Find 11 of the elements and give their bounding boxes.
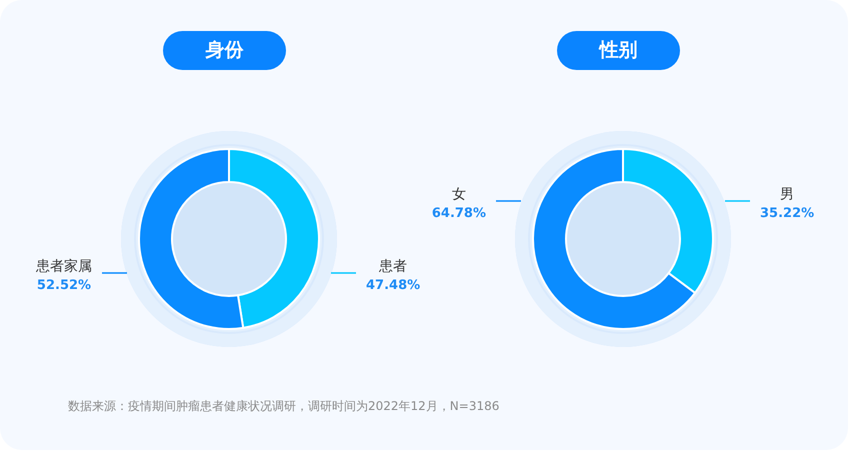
data-label: 47.48%: [366, 278, 420, 293]
chart-title: 身份: [163, 31, 286, 70]
data-label: 52.52%: [36, 278, 92, 293]
slice-label: 患者家属: [35, 258, 92, 274]
source-note: 数据来源：疫情期间肿瘤患者健康状况调研，调研时间为2022年12月，N=3186: [68, 398, 500, 415]
chart-title: 性别: [557, 31, 680, 70]
data-label: 35.22%: [760, 206, 814, 221]
slice-label: 女: [452, 186, 466, 202]
legend-label: 患者: [378, 258, 408, 274]
legend-label: 男: [780, 186, 794, 202]
data-label: 64.78%: [432, 206, 486, 221]
